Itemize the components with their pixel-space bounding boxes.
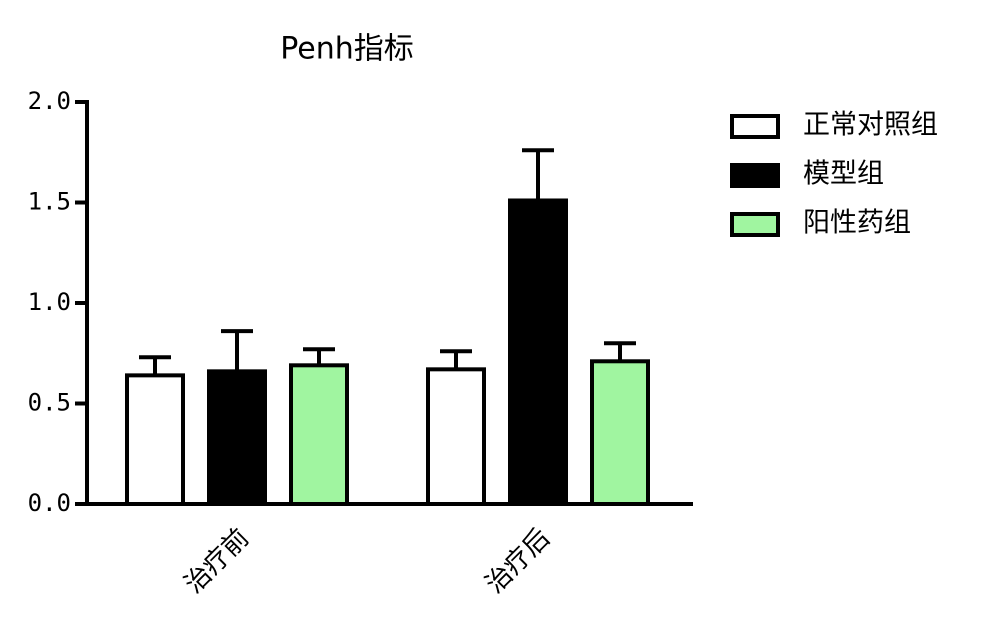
error-bar [440,349,472,370]
legend-label: 正常对照组 [803,110,938,141]
bar [590,359,650,507]
y-tick-label: 0.0 [28,489,71,517]
bar [125,373,185,506]
error-bar [522,148,554,201]
bar [207,369,267,506]
x-tick-label: 治疗后 [480,523,556,599]
legend-swatch [730,114,780,139]
error-bar [139,355,171,376]
legend-swatch [730,212,780,237]
legend-label: 阳性药组 [803,208,911,239]
chart-title: Penh指标 [280,32,414,67]
bar [426,367,486,506]
legend-swatch [730,163,780,188]
y-tick-label: 1.5 [28,188,71,216]
y-tick-label: 0.5 [28,389,71,417]
y-tick-label: 1.0 [28,288,71,316]
error-bar [221,329,253,372]
bar [508,198,568,507]
bar [289,363,349,506]
error-bar [303,347,335,366]
error-bar [604,341,636,362]
x-tick-label: 治疗前 [179,523,255,599]
y-tick-label: 2.0 [28,87,71,115]
legend-label: 模型组 [803,159,884,190]
